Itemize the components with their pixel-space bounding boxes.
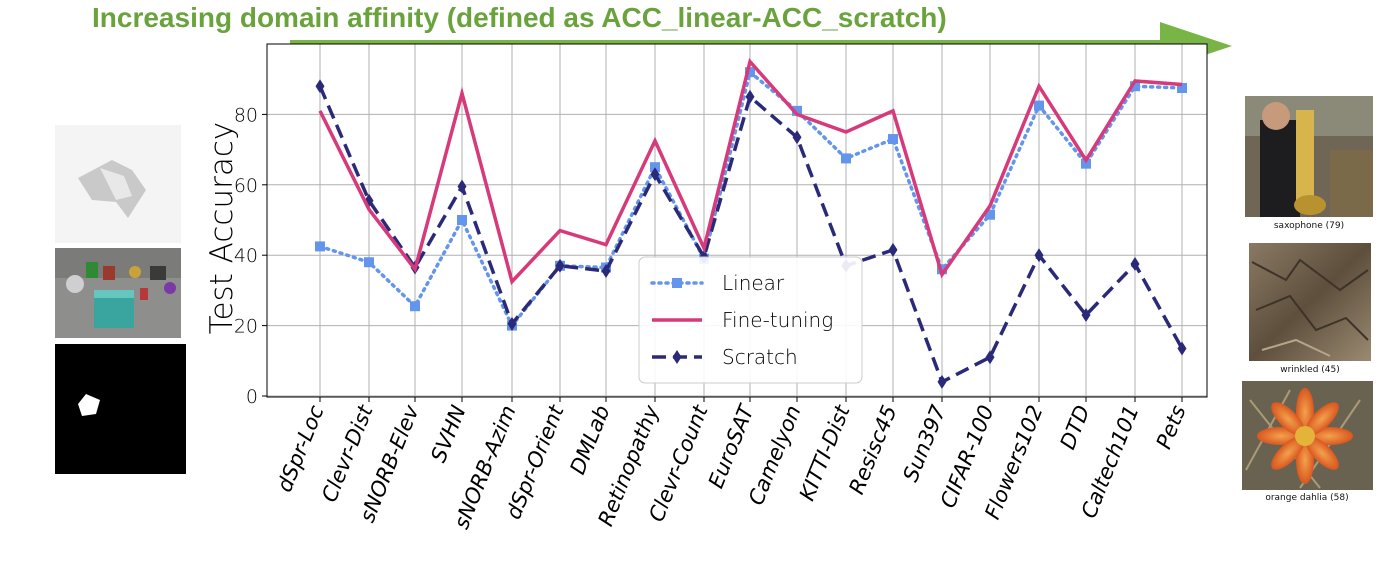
data-point: [364, 257, 374, 268]
dsprites-shape-image: [55, 125, 181, 243]
x-tick-label: dSpr-Loc: [272, 401, 329, 495]
series: [315, 57, 1187, 389]
y-tick-label: 20: [234, 316, 258, 338]
x-tick-label: Sun397: [898, 401, 950, 485]
saxophone-photo: [1245, 96, 1373, 217]
data-point: [1081, 158, 1091, 169]
legend-marker: [672, 278, 682, 288]
data-point: [650, 162, 660, 173]
legend-label: Fine-tuning: [722, 308, 833, 332]
data-point: [792, 130, 802, 145]
y-tick-label: 80: [234, 104, 258, 126]
saxophone-caption: saxophone (79): [1274, 221, 1344, 231]
x-tick-label: DTD: [1055, 402, 1094, 453]
data-point: [888, 242, 898, 257]
data-point: [457, 215, 467, 225]
data-point: [937, 374, 947, 389]
data-point: [315, 79, 325, 94]
data-point: [1034, 100, 1044, 111]
y-tick-label: 60: [234, 175, 258, 197]
series-scratch: [315, 79, 1187, 389]
data-point: [1034, 248, 1044, 263]
legend-label: Linear: [722, 271, 785, 295]
x-tick-label: SVHN: [426, 402, 471, 466]
data-point: [792, 105, 802, 116]
data-point: [985, 350, 995, 365]
data-point: [1177, 83, 1187, 93]
x-tick-label: Resisc45: [844, 402, 901, 498]
data-point: [650, 167, 660, 182]
x-tick-label: DMLab: [565, 402, 614, 478]
banner-title: Increasing domain affinity (defined as A…: [92, 2, 947, 33]
series-line: [318, 57, 1183, 286]
data-point: [888, 134, 898, 145]
data-point: [315, 241, 325, 252]
data-point: [985, 209, 995, 220]
data-point: [1177, 341, 1187, 356]
data-point: [745, 67, 755, 78]
legend: Linear Fine-tuning Scratch: [638, 256, 863, 384]
y-axis-label: Test Accuracy: [204, 122, 240, 334]
x-tick-label: EuroSAT: [704, 400, 760, 492]
wrinkled-caption: wrinkled (45): [1280, 365, 1340, 375]
wrinkled-texture-photo: [1249, 243, 1371, 361]
dsprites-mask-image: [55, 344, 186, 474]
series-fine-tuning: [318, 57, 1183, 286]
x-tick-label: Pets: [1152, 402, 1191, 453]
data-point: [1130, 81, 1140, 92]
data-point: [410, 301, 420, 312]
y-axis: 0 20 40 60 80: [234, 104, 267, 408]
data-point: [1130, 257, 1140, 271]
orange-dahlia-photo: [1242, 381, 1373, 490]
legend-marker: [672, 350, 682, 364]
legend-label: Scratch: [722, 345, 798, 369]
y-tick-label: 40: [234, 245, 258, 267]
y-tick-label: 0: [246, 386, 258, 408]
data-point: [555, 258, 565, 273]
orange-dahlia-caption: orange dahlia (58): [1265, 493, 1348, 503]
data-point: [745, 89, 755, 104]
data-point: [601, 264, 611, 279]
data-point: [1081, 308, 1091, 323]
data-point: [507, 316, 517, 331]
data-point: [457, 179, 467, 194]
clevr-render-image: [55, 248, 181, 338]
data-point: [841, 153, 851, 164]
